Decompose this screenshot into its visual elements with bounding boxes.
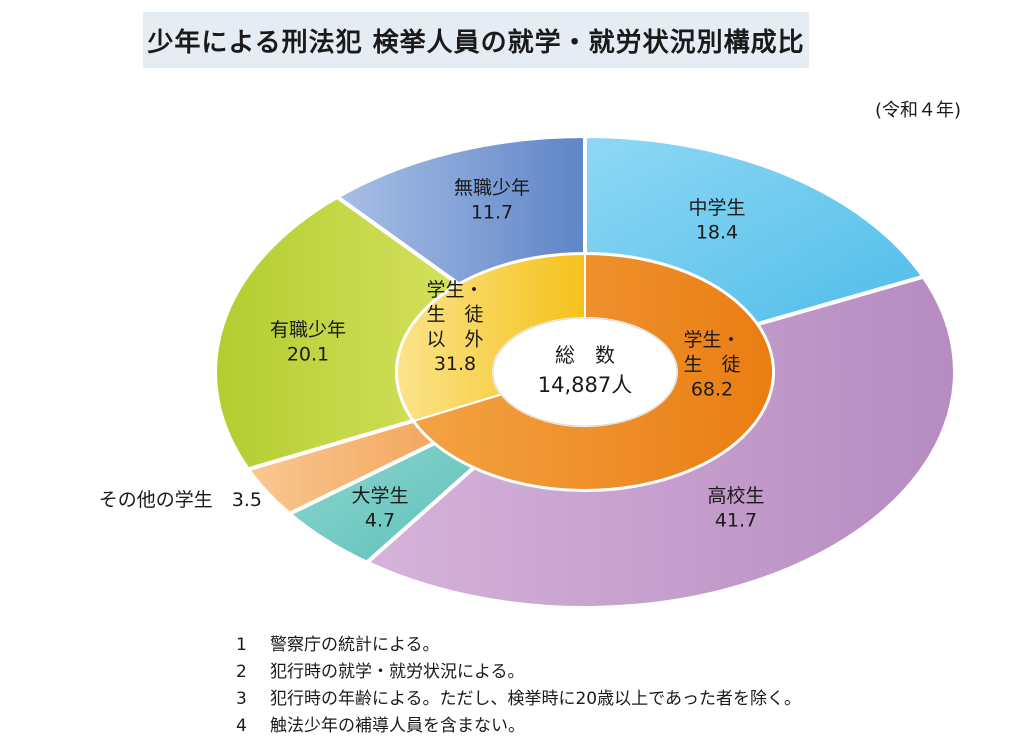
note-line: 3 犯行時の年齢による。ただし、検挙時に20歳以上であった者を除く。 bbox=[236, 689, 801, 709]
note-line: 4 触法少年の補導人員を含まない。 bbox=[236, 716, 525, 736]
chart-subtitle: (令和４年) bbox=[874, 100, 961, 121]
note-line: 2 犯行時の就学・就労状況による。 bbox=[236, 662, 525, 682]
outer-label-4: 有職少年 20.1 bbox=[270, 319, 346, 366]
note-line: 1 警察庁の統計による。 bbox=[236, 635, 440, 655]
notes: 1 警察庁の統計による。 2 犯行時の就学・就労状況による。 3 犯行時の年齢による。… bbox=[236, 632, 801, 740]
center-hole bbox=[492, 317, 678, 427]
outer-label-5: 無職少年 11.7 bbox=[454, 177, 530, 224]
chart-title: 少年による刑法犯 検挙人員の就学・就労状況別構成比 bbox=[147, 27, 805, 58]
donut-chart: 総 数 14,887人 中学生 18.4 高校生 41.7 大学生 4.7 その他の学生 3… bbox=[98, 136, 955, 608]
inner-label-1: 学生・生 徒以 外 31.8 bbox=[426, 279, 483, 375]
outer-label-3: その他の学生 3.5 bbox=[99, 489, 262, 511]
outer-label-1: 高校生 41.7 bbox=[707, 485, 764, 532]
center-value: 14,887人 bbox=[538, 373, 632, 397]
inner-label-0: 学生・生 徒 68.2 bbox=[683, 329, 740, 400]
outer-label-2: 大学生 4.7 bbox=[351, 485, 408, 532]
center-label: 総 数 bbox=[555, 343, 615, 367]
chart-title-box: 少年による刑法犯 検挙人員の就学・就労状況別構成比 bbox=[143, 12, 809, 68]
outer-label-0: 中学生 18.4 bbox=[688, 197, 745, 244]
